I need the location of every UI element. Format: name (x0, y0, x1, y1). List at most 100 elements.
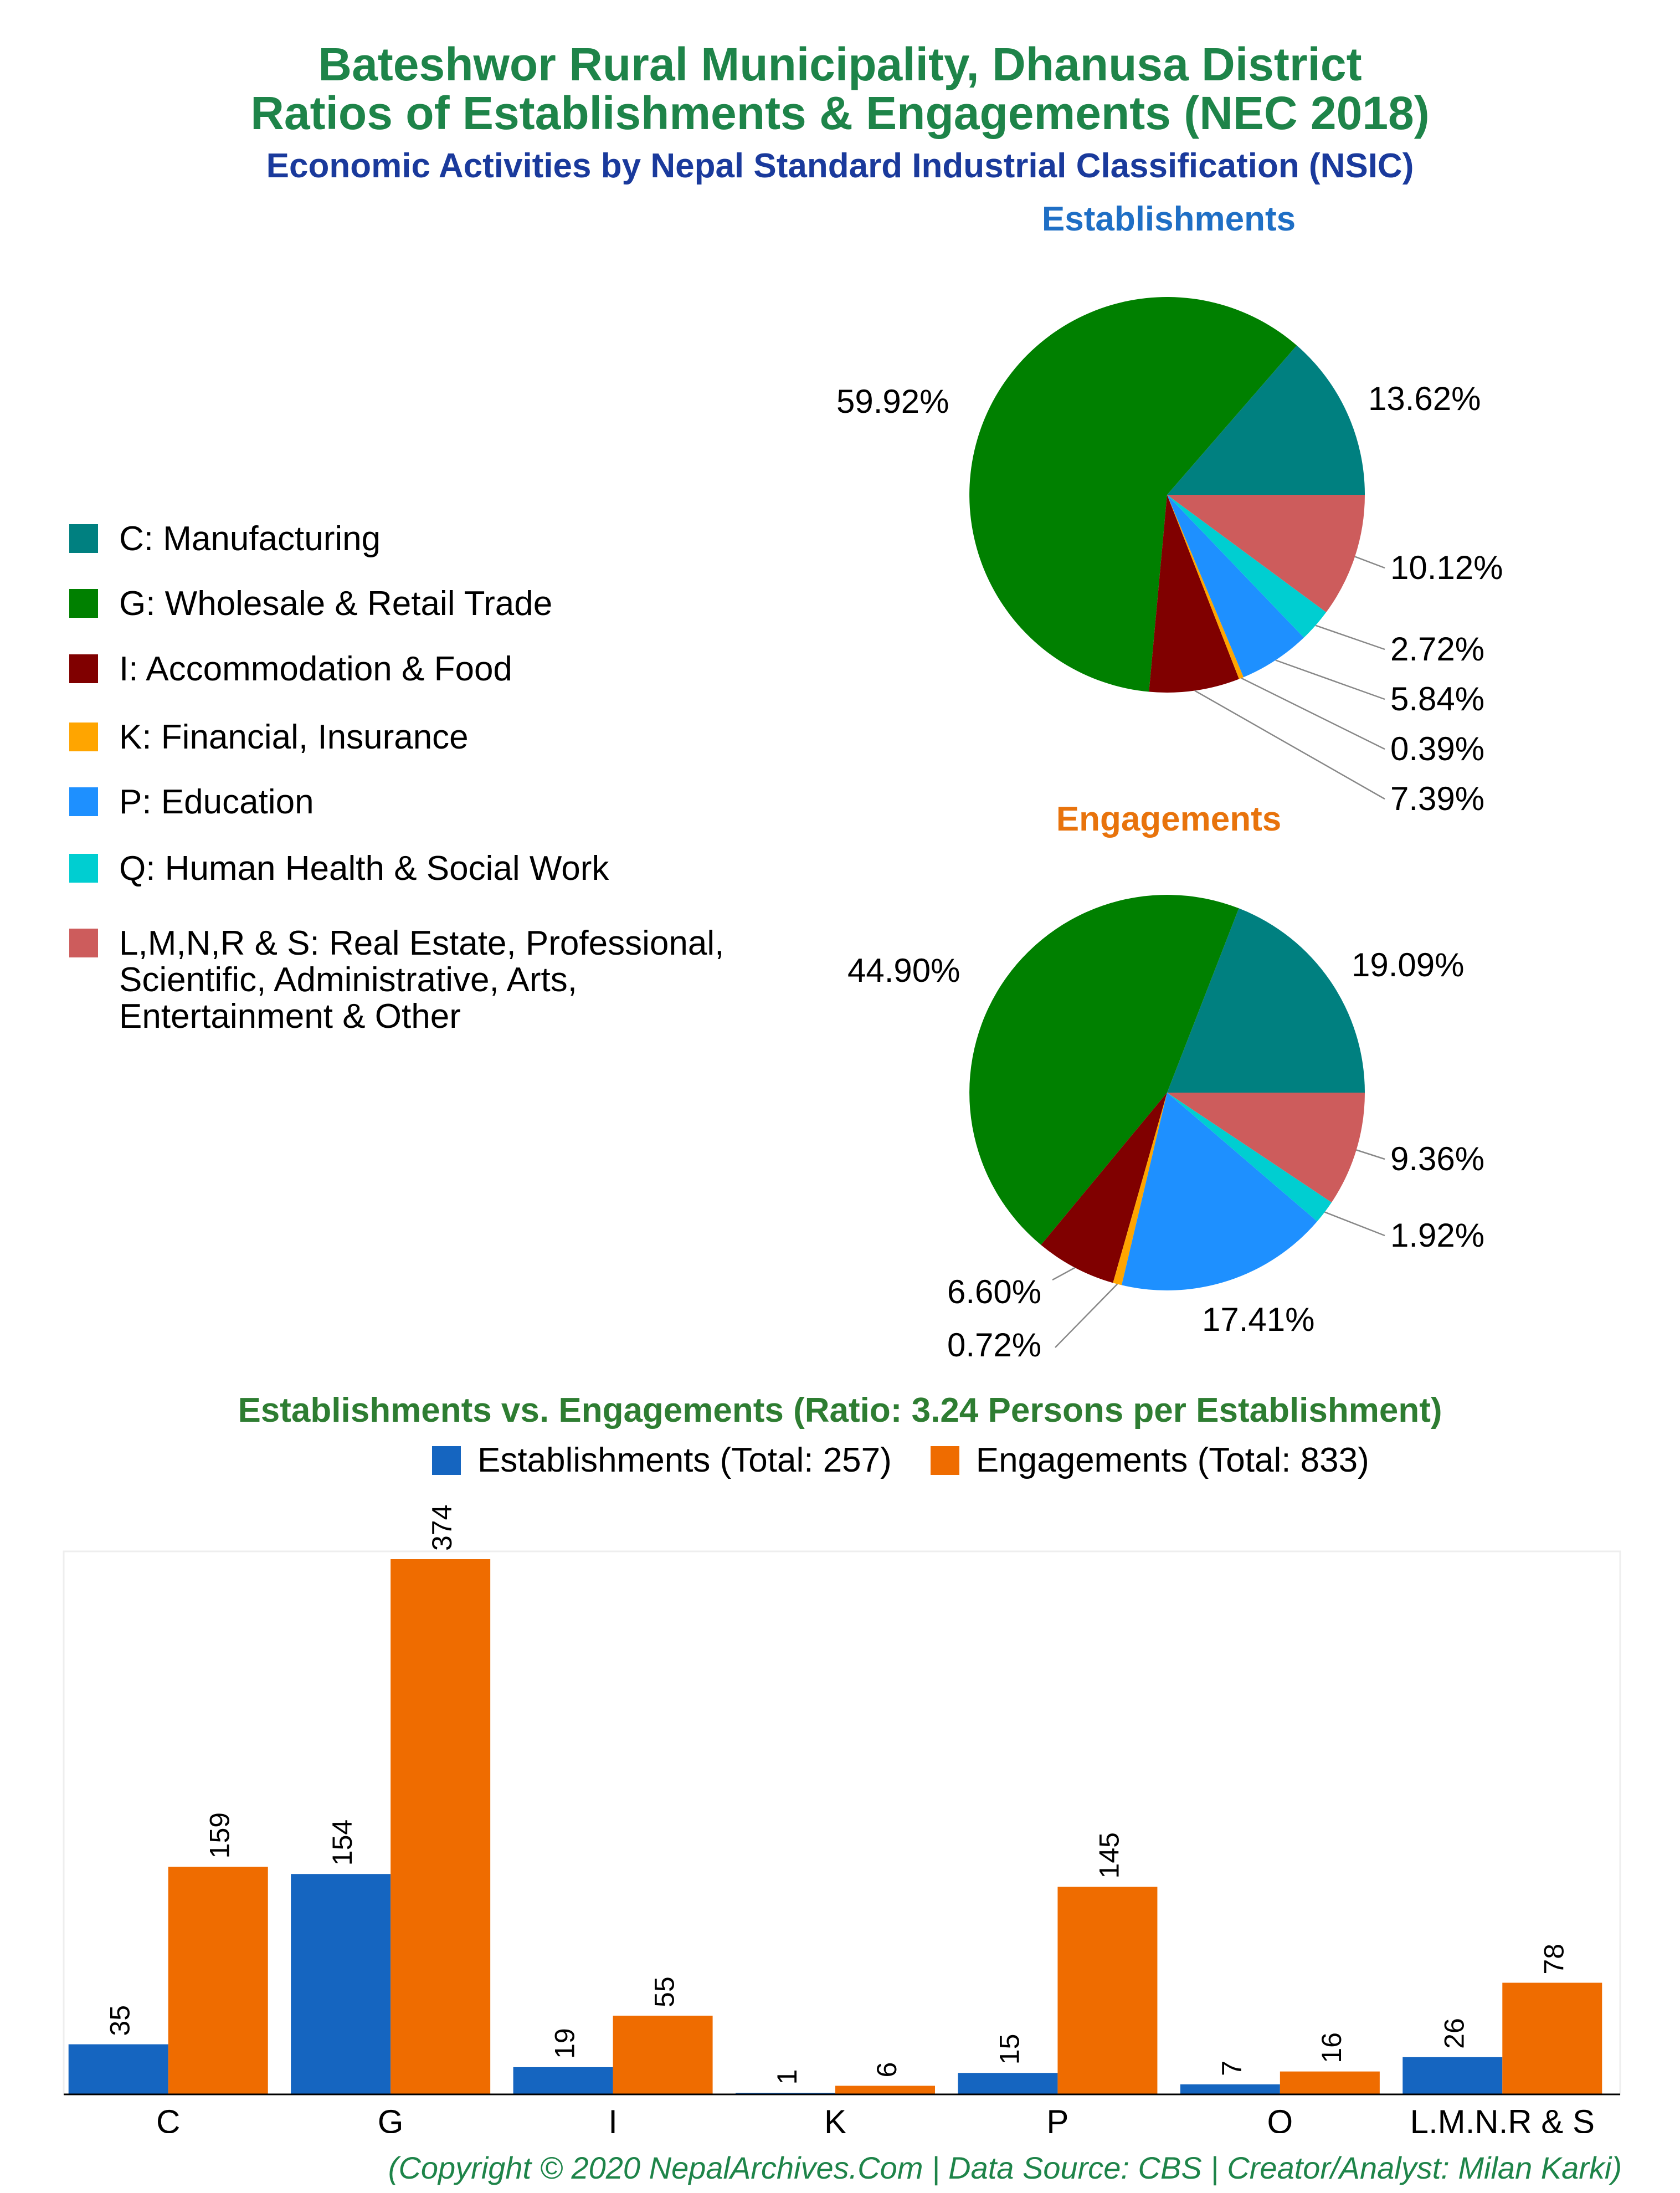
pie-label-P: 5.84% (1390, 680, 1484, 718)
legend-item: C: Manufacturing (69, 521, 381, 557)
pie-slice-K (1167, 495, 1244, 679)
pie-slice-L,M,N,R & S (1167, 495, 1365, 612)
legend-swatch (69, 787, 98, 816)
legend-engagements-label: Engagements (Total: 833) (975, 1441, 1369, 1479)
legend-label: Q: Human Health & Social Work (119, 849, 609, 888)
x-tick-label: Q (1267, 2103, 1293, 2133)
pie-charts: 13.62% 59.92% 7.39% 0.39% 5.84% 2.72% 10.12% 19… (836, 297, 1503, 1364)
establishments-pie-title: Establishments (1041, 200, 1296, 238)
engagements-bar-Q (1280, 2071, 1380, 2094)
legend-swatch (69, 929, 98, 957)
bar-value-label: 26 (1438, 2018, 1470, 2049)
legend-establishments-label: Establishments (Total: 257) (477, 1441, 892, 1479)
pie-label-I: 6.60% (947, 1273, 1041, 1310)
establishments-bar-P (958, 2073, 1058, 2094)
establishments-pie: 13.62% 59.92% 7.39% 0.39% 5.84% 2.72% 10.12% (836, 297, 1503, 817)
establishments-bar-G (291, 1874, 391, 2094)
x-tick-label: G (378, 2103, 404, 2133)
legend-swatch (69, 589, 98, 618)
page-subtitle: Economic Activities by Nepal Standard In… (266, 147, 1414, 185)
page-title-line2: Ratios of Establishments & Engagements (… (250, 87, 1430, 139)
pie-label-K: 0.39% (1390, 730, 1484, 767)
legend-item: I: Accommodation & Food (69, 651, 512, 688)
establishments-bar-C (68, 2044, 168, 2094)
pie-label-L,M,N,R & S: 10.12% (1390, 549, 1503, 586)
legend-item: G: Wholesale & Retail Trade (69, 586, 552, 622)
pie-label-Q: 1.92% (1390, 1217, 1484, 1254)
bar-value-label: 15 (994, 2034, 1025, 2065)
pie-slice-G (969, 297, 1297, 692)
pie-slice-P (1122, 1093, 1317, 1290)
x-tick-label: I (608, 2103, 618, 2133)
bar-chart-legend: Establishments (Total: 257) Engagements … (432, 1441, 1369, 1480)
legend-engagements: Engagements (Total: 833) (930, 1441, 1369, 1480)
bar-value-label: 1 (772, 2069, 803, 2085)
legend-label: L,M,N,R & S: Real Estate, Professional, … (119, 924, 725, 1036)
bar-value-label: 35 (105, 2005, 136, 2036)
engagements-bar-C (168, 1867, 268, 2094)
pie-slice-C (1167, 345, 1365, 495)
x-tick-label: P (1046, 2103, 1068, 2133)
bar-chart-title: Establishments vs. Engagements (Ratio: 3… (238, 1391, 1442, 1429)
bar-value-label: 374 (427, 1505, 458, 1551)
pie-label-K: 0.72% (947, 1326, 1041, 1364)
bar-value-label: 154 (327, 1820, 358, 1866)
establishments-bar-Q (1180, 2084, 1280, 2094)
pie-leader-line (1315, 624, 1385, 650)
engagements-bar-L,M,N,R & S (1502, 1982, 1602, 2094)
bar-value-label: 6 (871, 2062, 902, 2078)
pie-leader-line (1354, 556, 1385, 569)
pie-label-G: 59.92% (836, 383, 949, 420)
bar-value-label: 7 (1216, 2061, 1247, 2076)
engagements-bar-I (613, 2015, 713, 2094)
x-tick-label: C (156, 2103, 180, 2133)
establishments-bar-L,M,N,R & S (1402, 2057, 1503, 2094)
legend-label: K: Financial, Insurance (119, 718, 469, 756)
legend-item: K: Financial, Insurance (69, 719, 469, 756)
pie-label-L,M,N,R & S: 9.36% (1390, 1140, 1484, 1177)
engagements-swatch (930, 1446, 959, 1475)
establishments-swatch (432, 1446, 461, 1475)
legend-label: P: Education (119, 783, 314, 821)
pie-leader-line (1052, 1267, 1076, 1281)
legend-item: Q: Human Health & Social Work (69, 850, 609, 887)
pie-slice-L,M,N,R & S (1167, 1093, 1365, 1203)
legend-label: G: Wholesale & Retail Trade (119, 585, 553, 623)
engagements-pie: 19.09% 44.90% 6.60% 0.72% 17.41% 1.92% 9.36% (847, 895, 1484, 1364)
legend-swatch (69, 723, 98, 751)
legend-swatch (69, 654, 98, 683)
bar-value-label: 78 (1538, 1944, 1569, 1975)
pie-leader-line (1241, 677, 1385, 750)
pie-slice-K (1113, 1093, 1167, 1285)
engagements-bar-K (835, 2086, 935, 2094)
legend-establishments: Establishments (Total: 257) (432, 1441, 892, 1480)
pie-leader-line (1194, 690, 1385, 800)
legend-label: I: Accommodation & Food (119, 650, 512, 688)
pie-label-C: 13.62% (1368, 380, 1481, 417)
engagements-pie-title: Engagements (1056, 800, 1282, 838)
engagements-bar-G (391, 1559, 491, 2094)
pie-label-G: 44.90% (847, 952, 960, 989)
bar-value-label: 145 (1093, 1832, 1124, 1878)
pie-leader-line (1356, 1149, 1385, 1160)
bar-value-label: 16 (1316, 2032, 1347, 2063)
x-tick-label: K (824, 2103, 846, 2133)
copyright-footer: (Copyright © 2020 NepalArchives.Com | Da… (388, 2150, 1622, 2185)
pie-slice-I (1149, 495, 1239, 693)
x-tick-label: L,M,N,R & S (1410, 2103, 1595, 2133)
pie-label-Q: 2.72% (1390, 631, 1484, 668)
bar-value-label: 159 (204, 1812, 235, 1858)
bar-value-label: 55 (649, 1976, 680, 2007)
legend-swatch (69, 854, 98, 883)
pie-leader-line (1324, 1211, 1385, 1237)
page-title-line1: Bateshwor Rural Municipality, Dhanusa Di… (318, 38, 1362, 90)
pie-slice-G (969, 895, 1239, 1245)
legend-label: C: Manufacturing (119, 520, 381, 558)
establishments-bar-I (513, 2067, 613, 2094)
pie-leader-line (1055, 1283, 1118, 1348)
pie-slice-I (1041, 1093, 1167, 1283)
pie-label-P: 17.41% (1202, 1301, 1315, 1338)
pie-slice-C (1167, 908, 1365, 1093)
pie-label-I: 7.39% (1390, 780, 1484, 817)
